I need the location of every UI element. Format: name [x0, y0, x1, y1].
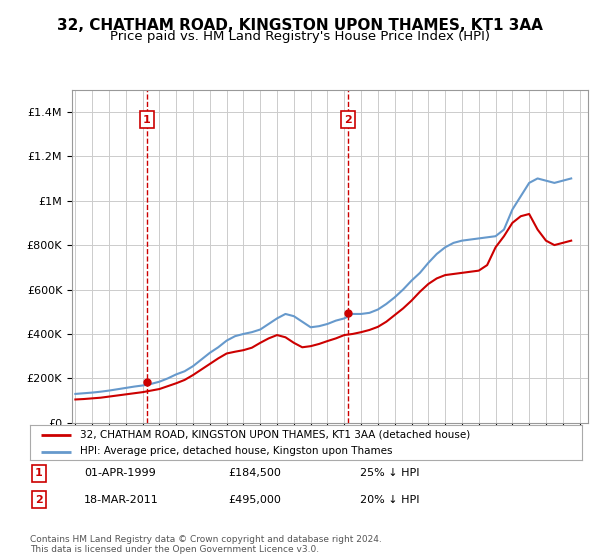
- Text: Price paid vs. HM Land Registry's House Price Index (HPI): Price paid vs. HM Land Registry's House …: [110, 30, 490, 43]
- Text: 01-APR-1999: 01-APR-1999: [84, 468, 156, 478]
- Text: 20% ↓ HPI: 20% ↓ HPI: [360, 494, 419, 505]
- Text: Contains HM Land Registry data © Crown copyright and database right 2024.
This d: Contains HM Land Registry data © Crown c…: [30, 535, 382, 554]
- Text: HPI: Average price, detached house, Kingston upon Thames: HPI: Average price, detached house, King…: [80, 446, 392, 456]
- Text: 2: 2: [344, 115, 352, 124]
- Text: 2: 2: [35, 494, 43, 505]
- Text: 1: 1: [35, 468, 43, 478]
- Text: £184,500: £184,500: [228, 468, 281, 478]
- Text: £495,000: £495,000: [228, 494, 281, 505]
- Text: 1: 1: [143, 115, 151, 124]
- Text: 32, CHATHAM ROAD, KINGSTON UPON THAMES, KT1 3AA: 32, CHATHAM ROAD, KINGSTON UPON THAMES, …: [57, 18, 543, 34]
- Text: 18-MAR-2011: 18-MAR-2011: [84, 494, 159, 505]
- Text: 25% ↓ HPI: 25% ↓ HPI: [360, 468, 419, 478]
- Text: 32, CHATHAM ROAD, KINGSTON UPON THAMES, KT1 3AA (detached house): 32, CHATHAM ROAD, KINGSTON UPON THAMES, …: [80, 430, 470, 440]
